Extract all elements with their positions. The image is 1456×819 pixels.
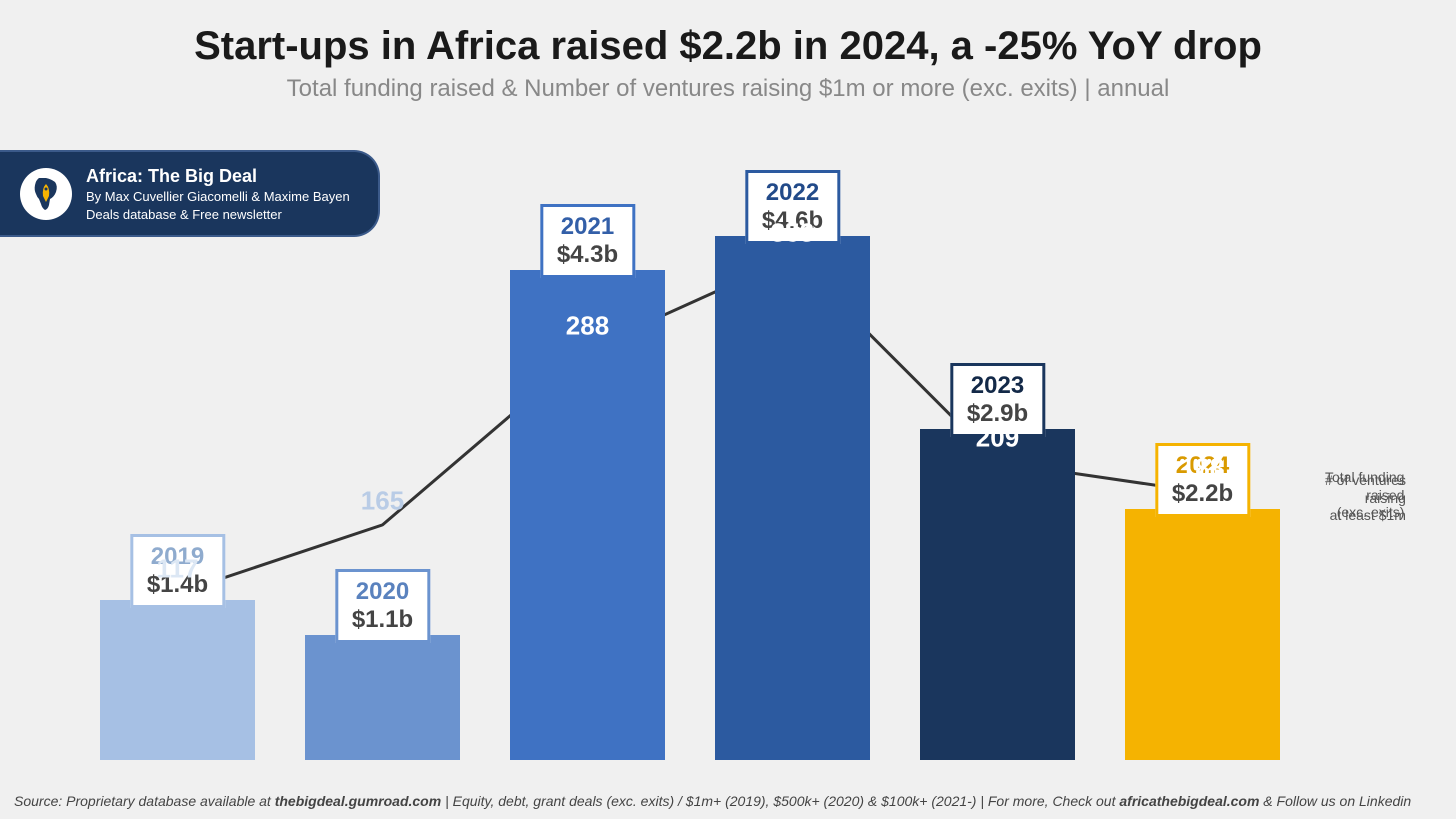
source-footnote: Source: Proprietary database available a… bbox=[14, 793, 1442, 809]
bar-label-2021: 2021$4.3b bbox=[540, 204, 635, 278]
ventures-line bbox=[100, 190, 1280, 760]
annotation-ventures-count: # of venturesraisingat least $1m bbox=[1325, 472, 1406, 525]
bar-value-2024: $2.2b bbox=[1172, 480, 1233, 508]
bar-year-2020: 2020 bbox=[352, 578, 413, 606]
bar-2020: 2020$1.1b bbox=[305, 635, 460, 760]
bar-label-2020: 2020$1.1b bbox=[335, 569, 430, 643]
funding-chart: 2019$1.4b1172020$1.1b1652021$4.3b2882022… bbox=[100, 190, 1280, 760]
bar-year-2023: 2023 bbox=[967, 372, 1028, 400]
africa-rocket-icon bbox=[20, 168, 72, 220]
footer-link-site: africathebigdeal.com bbox=[1119, 793, 1259, 809]
ventures-label-2022: 353 bbox=[771, 217, 814, 248]
badge-title: Africa: The Big Deal bbox=[86, 164, 350, 188]
footer-link-gumroad: thebigdeal.gumroad.com bbox=[275, 793, 441, 809]
bar-2021: 2021$4.3b bbox=[510, 270, 665, 760]
footer-text: & Follow us on Linkedin bbox=[1259, 793, 1411, 809]
footer-text: | Equity, debt, grant deals (exc. exits)… bbox=[441, 793, 1119, 809]
ventures-label-2019: 117 bbox=[157, 554, 199, 585]
footer-text: Source: Proprietary database available a… bbox=[14, 793, 275, 809]
bar-2022: 2022$4.6b bbox=[715, 236, 870, 760]
bar-year-2021: 2021 bbox=[557, 213, 618, 241]
ventures-label-2020: 165 bbox=[361, 485, 404, 516]
bar-2019: 2019$1.4b bbox=[100, 600, 255, 760]
ventures-label-2023: 209 bbox=[976, 423, 1019, 454]
chart-subtitle: Total funding raised & Number of venture… bbox=[0, 75, 1456, 103]
chart-title: Start-ups in Africa raised $2.2b in 2024… bbox=[0, 0, 1456, 69]
ventures-label-2024: 188 bbox=[1181, 453, 1224, 484]
bar-year-2022: 2022 bbox=[762, 179, 823, 207]
bar-value-2020: $1.1b bbox=[352, 606, 413, 634]
bar-2024: 2024$2.2b bbox=[1125, 509, 1280, 760]
bar-2023: 2023$2.9b bbox=[920, 429, 1075, 760]
ventures-label-2021: 288 bbox=[566, 310, 609, 341]
bar-value-2021: $4.3b bbox=[557, 241, 618, 269]
